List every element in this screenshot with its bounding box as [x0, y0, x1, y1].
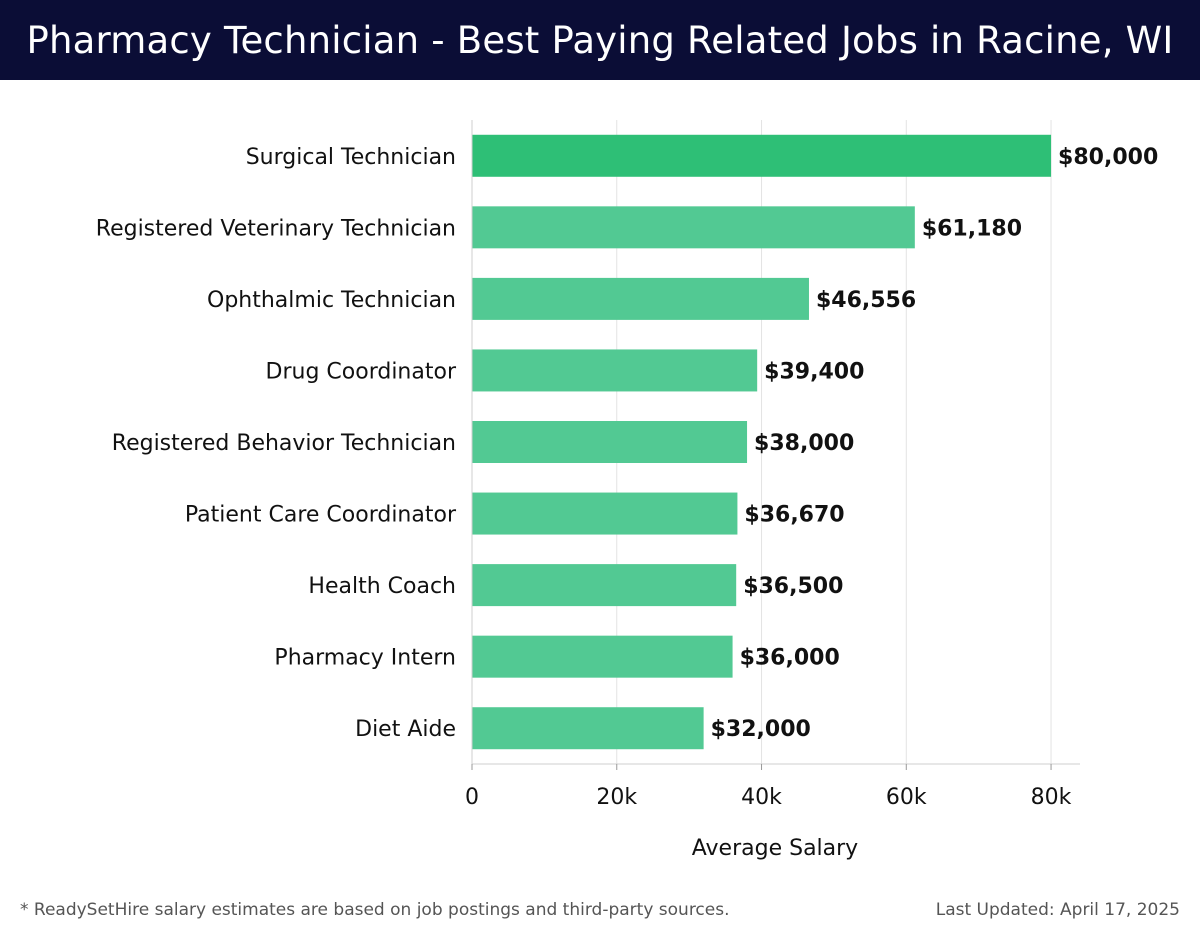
bar [472, 492, 738, 535]
value-labels: $80,000 $61,180 $46,556 $39,400 $38,000 $36,6… [711, 145, 1159, 742]
value-label: $38,000 [754, 431, 854, 456]
category-label: Registered Veterinary Technician [96, 216, 456, 241]
bar [472, 707, 704, 750]
category-label: Surgical Technician [246, 145, 456, 170]
bar [472, 206, 915, 249]
bar-chart: Surgical Technician Registered Veterinary… [96, 120, 1159, 861]
x-tick-label: 60k [886, 785, 927, 810]
category-label: Patient Care Coordinator [185, 503, 457, 528]
category-label: Drug Coordinator [266, 359, 457, 384]
bar [472, 349, 758, 392]
value-label: $80,000 [1058, 145, 1158, 170]
value-label: $36,670 [744, 503, 844, 528]
x-axis-title: Average Salary [692, 836, 858, 861]
x-axis: 0 20k 40k 60k 80k [465, 120, 1080, 810]
chart-header: Pharmacy Technician - Best Paying Relate… [0, 0, 1200, 80]
x-tick-label: 0 [465, 785, 479, 810]
bar [472, 277, 809, 320]
bar [472, 635, 733, 678]
category-label: Registered Behavior Technician [112, 431, 456, 456]
x-tick-label: 80k [1031, 785, 1072, 810]
value-label: $46,556 [816, 288, 916, 313]
category-labels: Surgical Technician Registered Veterinary… [96, 145, 457, 742]
footer-note: * ReadySetHire salary estimates are base… [20, 900, 730, 920]
value-label: $36,500 [743, 574, 843, 599]
category-label: Health Coach [308, 574, 456, 599]
category-label: Pharmacy Intern [274, 646, 456, 671]
x-tick-label: 40k [741, 785, 782, 810]
bars [472, 134, 1052, 750]
x-tick-label: 20k [596, 785, 637, 810]
value-label: $61,180 [922, 216, 1022, 241]
chart-title: Pharmacy Technician - Best Paying Relate… [26, 18, 1174, 62]
value-label: $39,400 [764, 359, 864, 384]
bar [472, 421, 748, 463]
category-label: Diet Aide [355, 717, 456, 742]
value-label: $32,000 [711, 717, 811, 742]
value-label: $36,000 [740, 646, 840, 671]
bar [472, 564, 737, 607]
bar [472, 134, 1052, 177]
category-label: Ophthalmic Technician [207, 288, 456, 313]
last-updated: Last Updated: April 17, 2025 [935, 900, 1180, 920]
